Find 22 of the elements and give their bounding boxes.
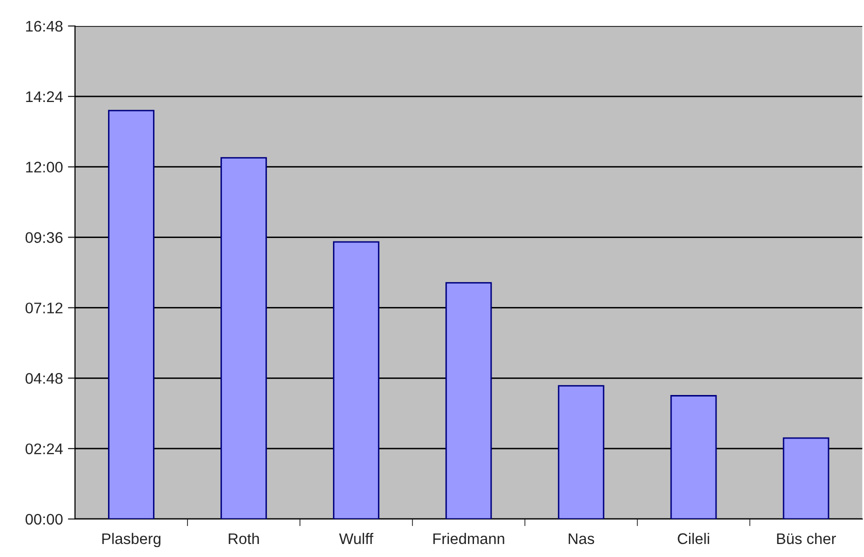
x-tick-label: Nas bbox=[568, 533, 594, 544]
y-tick-label: 12:00 bbox=[26, 162, 63, 173]
y-tick-label: 04:48 bbox=[26, 373, 63, 384]
bar bbox=[670, 395, 717, 519]
y-tick-label: 02:24 bbox=[26, 443, 63, 454]
y-tick-label: 14:24 bbox=[26, 91, 63, 102]
y-tick-label: 16:48 bbox=[26, 20, 63, 32]
x-tick-label: Cileli bbox=[678, 532, 710, 544]
y-tick-label: 00:00 bbox=[26, 514, 63, 525]
bar bbox=[108, 110, 154, 519]
bar bbox=[445, 282, 492, 519]
y-tick-label: 07:12 bbox=[26, 302, 62, 314]
bar bbox=[558, 385, 604, 519]
x-tick-label: Wulff bbox=[339, 532, 374, 544]
y-tick-label: 09:36 bbox=[26, 232, 63, 243]
bar bbox=[782, 437, 830, 519]
x-tick-label: Friedmann bbox=[433, 532, 504, 544]
x-tick-label: Roth bbox=[228, 532, 259, 544]
bar bbox=[332, 241, 380, 519]
x-tick-label: Büs cher bbox=[777, 532, 836, 544]
x-tick-label: Plasberg bbox=[102, 532, 160, 548]
bar bbox=[220, 157, 267, 519]
